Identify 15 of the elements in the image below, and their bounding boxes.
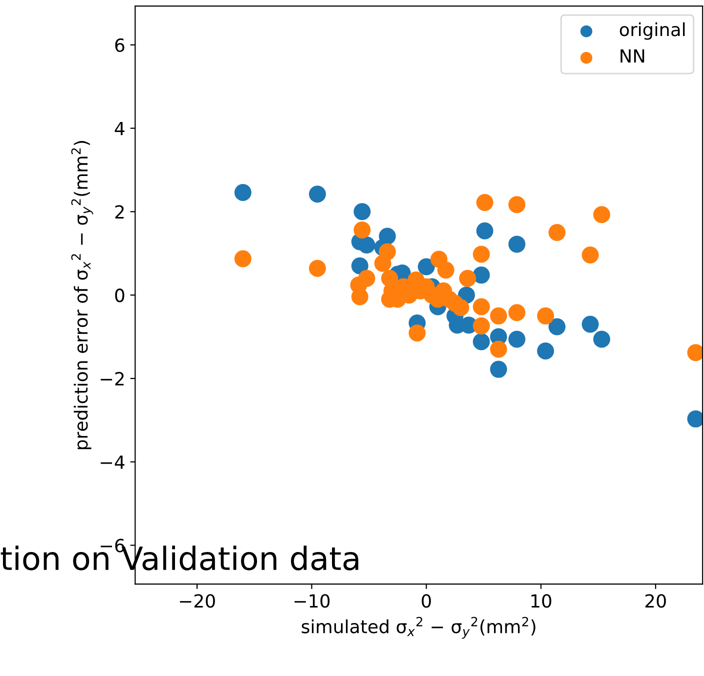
legend-label: NN (620, 49, 644, 63)
y-tick-label: −4 (100, 456, 124, 469)
y-tick-label: 4 (114, 122, 124, 136)
y-tick-label: 0 (115, 288, 124, 302)
x-tick-label: −20 (180, 594, 215, 608)
legend-label: original (620, 22, 685, 40)
y-tick-label: 2 (115, 205, 124, 219)
x-tick-label: 20 (645, 594, 666, 608)
x-tick-label: −10 (294, 594, 330, 608)
x-tick-label: 10 (531, 594, 552, 608)
y-tick-label: −2 (100, 372, 124, 386)
x-tick-label: 0 (422, 594, 431, 608)
text: simulated σ$_{x}$$^{2}$ − σ$_{y}$$^{2}$(mm$^{2}$) (302, 616, 536, 639)
text: prediction error of σ$_{x}$$^{2}$ − σ$_{y}$$^{2}$(mm$^{2}$) (71, 141, 94, 450)
y-tick-label: 6 (115, 38, 124, 52)
